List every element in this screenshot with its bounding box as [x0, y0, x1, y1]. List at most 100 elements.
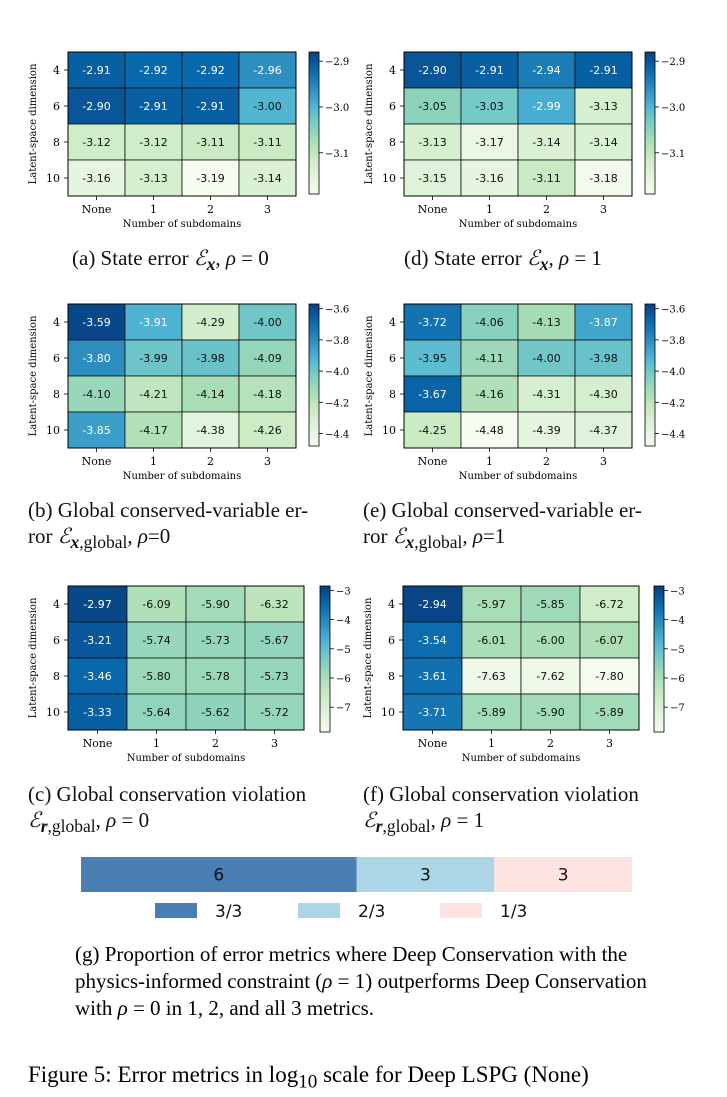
- legend-label: 2/3: [358, 902, 385, 922]
- x-tick-label: 3: [264, 455, 271, 468]
- heatmap-cell: [579, 693, 640, 731]
- x-tick-label: 3: [600, 455, 607, 468]
- y-tick-label: 4: [53, 598, 60, 611]
- caption-c: (c) Global conservation violation ℰr,glob…: [28, 782, 307, 837]
- cell-value-label: -3.14: [589, 136, 617, 149]
- heatmap-cell: [574, 411, 633, 449]
- heatmap-frame: [402, 585, 640, 731]
- cell-value-label: -4.13: [532, 316, 560, 329]
- heatmap-b: -3.59 -3.91 -4.29 -4.00 -3.80 -3.99 -3.98 -4.09…: [28, 303, 349, 482]
- x-tick-label: 1: [486, 203, 493, 216]
- cell-value-label: -3.13: [139, 172, 167, 185]
- x-tick-label: 2: [207, 203, 214, 216]
- cell-value-label: -4.11: [475, 352, 503, 365]
- y-tick-label: 10: [381, 706, 395, 719]
- y-axis-label: Latent-space dimension: [363, 597, 374, 718]
- heatmap-cell: [67, 159, 126, 197]
- cell-value-label: -2.91: [589, 64, 617, 77]
- proportion-bar-segment: [494, 857, 632, 892]
- cell-value-label: -3.67: [418, 388, 446, 401]
- x-tick-label: 2: [207, 455, 214, 468]
- cell-value-label: -6.09: [142, 598, 170, 611]
- cell-value-label: -2.91: [139, 100, 167, 113]
- heatmap-cell: [124, 411, 183, 449]
- heatmap-cell: [67, 303, 126, 341]
- cell-value-label: -3.12: [82, 136, 110, 149]
- caption-b: (b) Global conserved-variable er-ror ℰx,…: [28, 498, 309, 553]
- colorbar-tick-label: −6: [670, 674, 685, 685]
- heatmap-cell: [403, 411, 462, 449]
- cell-value-label: -5.89: [595, 706, 623, 719]
- caption-e: (e) Global conserved-variable er-ror ℰx,…: [363, 498, 642, 553]
- colorbar-tick-label: −7: [670, 703, 685, 714]
- y-axis-label: Latent-space dimension: [28, 63, 39, 184]
- heatmap-cell: [460, 339, 519, 377]
- heatmap-cell: [181, 87, 240, 125]
- x-tick-label: 1: [153, 737, 160, 750]
- heatmap-frame: [67, 585, 305, 731]
- colorbar: [644, 303, 656, 447]
- heatmap-cell: [574, 159, 633, 197]
- heatmap-cell: [574, 375, 633, 413]
- legend-swatch: [155, 903, 197, 918]
- x-tick-label: None: [418, 455, 448, 468]
- heatmap-frame: [67, 51, 297, 197]
- cell-value-label: -4.16: [475, 388, 503, 401]
- colorbar-tick-label: −4.4: [325, 430, 349, 441]
- proportion-bar-label: 6: [213, 866, 224, 886]
- heatmap-cell: [402, 693, 463, 731]
- x-tick-label: 1: [486, 455, 493, 468]
- x-tick-label: 3: [606, 737, 613, 750]
- x-tick-label: None: [82, 203, 112, 216]
- cell-value-label: -3.14: [532, 136, 560, 149]
- cell-value-label: -3.99: [139, 352, 167, 365]
- colorbar-tick-label: −2.9: [325, 57, 349, 68]
- heatmap-cell: [460, 51, 519, 89]
- colorbar-tick-label: −3.1: [661, 149, 685, 160]
- heatmap-cell: [67, 411, 126, 449]
- cell-value-label: -3.71: [418, 706, 446, 719]
- y-tick-label: 10: [46, 424, 60, 437]
- cell-value-label: -7.62: [536, 670, 564, 683]
- colorbar-tick-label: −3: [670, 586, 685, 597]
- cell-value-label: -3.19: [196, 172, 224, 185]
- x-tick-label: 3: [600, 203, 607, 216]
- y-tick-label: 8: [53, 136, 60, 149]
- heatmap-cell: [124, 159, 183, 197]
- heatmap-cell: [244, 585, 305, 623]
- cell-value-label: -4.06: [475, 316, 503, 329]
- heatmap-cell: [517, 411, 576, 449]
- cell-value-label: -5.64: [142, 706, 170, 719]
- colorbar-tick-label: −4.0: [661, 367, 685, 378]
- x-tick-label: 1: [150, 203, 157, 216]
- cell-value-label: -5.73: [260, 670, 288, 683]
- x-tick-label: 3: [264, 203, 271, 216]
- x-axis-label: Number of subdomains: [459, 219, 577, 230]
- cell-value-label: -3.59: [82, 316, 110, 329]
- cell-value-label: -5.89: [477, 706, 505, 719]
- x-tick-label: 1: [150, 455, 157, 468]
- cell-value-label: -2.91: [82, 64, 110, 77]
- heatmap-cell: [244, 657, 305, 695]
- cell-value-label: -3.13: [418, 136, 446, 149]
- y-tick-label: 4: [389, 64, 396, 77]
- heatmap-cell: [238, 339, 297, 377]
- x-axis-label: Number of subdomains: [127, 753, 245, 764]
- cell-value-label: -5.74: [142, 634, 170, 647]
- cell-value-label: -2.97: [83, 598, 111, 611]
- heatmap-cell: [579, 585, 640, 623]
- heatmap-cell: [238, 411, 297, 449]
- cell-value-label: -3.16: [82, 172, 110, 185]
- y-tick-label: 6: [53, 100, 60, 113]
- x-axis-label: Number of subdomains: [123, 219, 241, 230]
- proportion-bar-label: 3: [558, 866, 569, 886]
- y-tick-label: 10: [46, 706, 60, 719]
- cell-value-label: -4.17: [139, 424, 167, 437]
- cell-value-label: -5.85: [536, 598, 564, 611]
- cell-value-label: -7.80: [595, 670, 623, 683]
- cell-value-label: -3.11: [253, 136, 281, 149]
- cell-value-label: -4.38: [196, 424, 224, 437]
- colorbar: [319, 585, 331, 733]
- colorbar-tick-label: −3.0: [661, 103, 685, 114]
- heatmap-cell: [67, 339, 126, 377]
